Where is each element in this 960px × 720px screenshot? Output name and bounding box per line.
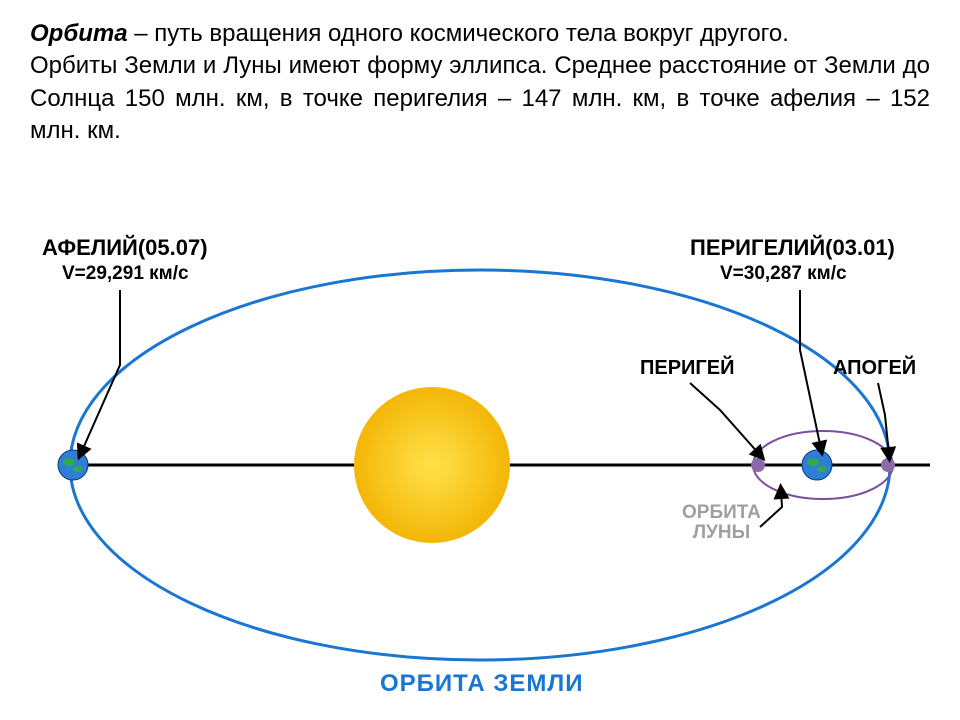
moon-perigee-dot [751, 458, 765, 472]
sun-icon [354, 387, 510, 543]
definition-line-1: Орбита – путь вращения одного космическо… [30, 18, 930, 50]
perigee-label: ПЕРИГЕЙ [640, 357, 734, 380]
perihelion-title: ПЕРИГЕЛИЙ(03.01) [690, 235, 895, 261]
arrow-perihelion [800, 290, 821, 449]
def-part1: – путь вращения одного космического тела… [128, 20, 789, 47]
earth-perihelion-icon [802, 450, 832, 480]
perihelion-speed: V=30,287 км/с [720, 263, 847, 285]
moon-orbit-l1: ОРБИТА [682, 502, 761, 523]
aphelion-title: АФЕЛИЙ(05.07) [42, 235, 208, 261]
earth-orbit-title: ОРБИТА ЗЕМЛИ [380, 670, 583, 698]
moon-apogee-dot [881, 458, 895, 472]
arrow-aphelion [81, 290, 120, 453]
diagram-svg [0, 235, 960, 720]
arrow-perigee [690, 383, 760, 455]
apogee-label: АПОГЕЙ [833, 357, 916, 380]
arrow-moon-orbit [760, 491, 782, 527]
orbit-diagram: АФЕЛИЙ(05.07) V=29,291 км/с ПЕРИГЕЛИЙ(03… [0, 235, 960, 720]
moon-orbit-l2: ЛУНЫ [693, 522, 750, 543]
aphelion-speed: V=29,291 км/с [62, 263, 189, 285]
earth-aphelion-icon [58, 450, 88, 480]
moon-orbit-label: ОРБИТА ЛУНЫ [682, 503, 761, 543]
definition-line-2: Орбиты Земли и Луны имеют форму эллипса.… [30, 50, 930, 147]
term-orbita: Орбита [30, 20, 128, 47]
definition-block: Орбита – путь вращения одного космическо… [30, 18, 930, 148]
